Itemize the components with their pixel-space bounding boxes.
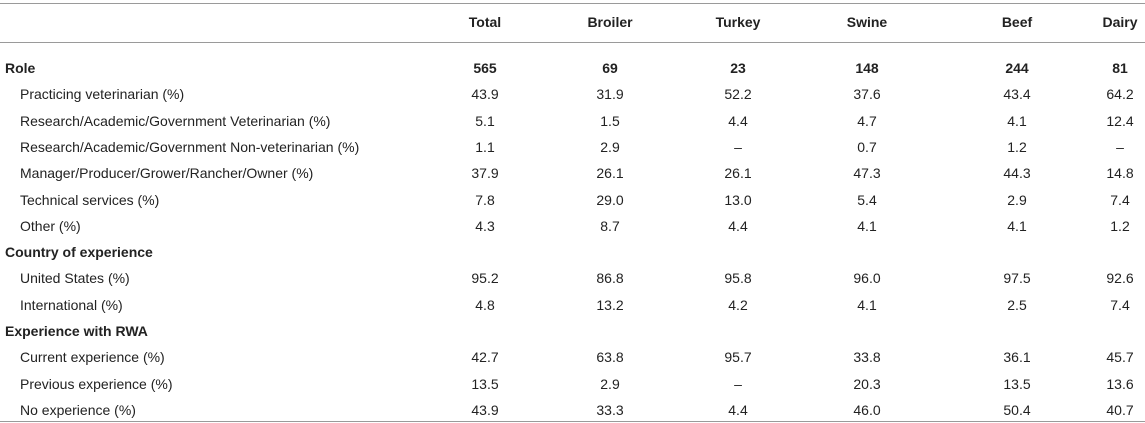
cell: 1.1 bbox=[475, 138, 495, 155]
cell: 4.1 bbox=[1007, 112, 1027, 129]
section-title: Country of experience bbox=[5, 244, 153, 261]
cell: 7.4 bbox=[1110, 191, 1130, 208]
top-rule bbox=[0, 3, 1145, 4]
cell: 4.7 bbox=[857, 112, 877, 129]
cell: 7.4 bbox=[1110, 296, 1130, 313]
cell: 1.2 bbox=[1110, 217, 1130, 234]
bottom-rule bbox=[0, 421, 1145, 422]
row-label: Practicing veterinarian (%) bbox=[20, 86, 185, 103]
row-label: United States (%) bbox=[20, 270, 130, 287]
cell: 45.7 bbox=[1106, 349, 1134, 366]
row-label: Research/Academic/Government Non-veterin… bbox=[20, 138, 360, 155]
cell: 95.8 bbox=[724, 270, 752, 287]
cell: 26.1 bbox=[596, 165, 624, 182]
section-total: 244 bbox=[1005, 60, 1029, 76]
cell: 4.1 bbox=[1007, 217, 1027, 234]
cell: 43.9 bbox=[471, 86, 499, 103]
cell: 13.2 bbox=[596, 296, 624, 313]
column-header: Dairy bbox=[1102, 14, 1138, 30]
row-label: Current experience (%) bbox=[20, 349, 165, 366]
cell: 46.0 bbox=[853, 401, 881, 418]
cell: 20.3 bbox=[853, 375, 881, 392]
cell: 2.5 bbox=[1007, 296, 1027, 313]
cell: 4.8 bbox=[475, 296, 495, 313]
row-label: Other (%) bbox=[20, 217, 81, 234]
cell: 92.6 bbox=[1106, 270, 1134, 287]
section-total: 148 bbox=[855, 60, 879, 76]
cell: 52.2 bbox=[724, 86, 752, 103]
cell: 33.3 bbox=[596, 401, 624, 418]
section-total: 565 bbox=[473, 60, 497, 76]
cell: 12.4 bbox=[1106, 112, 1134, 129]
row-label: Previous experience (%) bbox=[20, 375, 173, 392]
cell: 31.9 bbox=[596, 86, 624, 103]
cell: 42.7 bbox=[471, 349, 499, 366]
cell: 1.5 bbox=[600, 112, 620, 129]
cell: 4.4 bbox=[728, 112, 748, 129]
cell: 4.3 bbox=[475, 217, 495, 234]
cell: 2.9 bbox=[600, 375, 620, 392]
cell: 97.5 bbox=[1003, 270, 1031, 287]
cell: 86.8 bbox=[596, 270, 624, 287]
row-label: No experience (%) bbox=[20, 401, 136, 418]
cell: 13.5 bbox=[1003, 375, 1031, 392]
section-total: 69 bbox=[602, 60, 618, 76]
cell: 4.2 bbox=[728, 296, 748, 313]
column-header: Swine bbox=[846, 14, 888, 30]
cell: 33.8 bbox=[853, 349, 881, 366]
cell: 7.8 bbox=[475, 191, 495, 208]
column-header: Total bbox=[468, 14, 502, 30]
column-header: Broiler bbox=[587, 14, 633, 30]
cell: 29.0 bbox=[596, 191, 624, 208]
column-header: Turkey bbox=[715, 14, 761, 30]
section-title: Role bbox=[5, 60, 36, 76]
cell: 4.1 bbox=[857, 296, 877, 313]
cell: 40.7 bbox=[1106, 401, 1134, 418]
cell: 13.6 bbox=[1106, 375, 1134, 392]
cell: 0.7 bbox=[857, 138, 877, 155]
cell: 4.4 bbox=[728, 217, 748, 234]
cell: 2.9 bbox=[1007, 191, 1027, 208]
cell: 50.4 bbox=[1003, 401, 1031, 418]
cell: 63.8 bbox=[596, 349, 624, 366]
row-label: Manager/Producer/Grower/Rancher/Owner (%… bbox=[20, 165, 314, 182]
cell: 43.4 bbox=[1003, 86, 1031, 103]
cell: 64.2 bbox=[1106, 86, 1134, 103]
column-header: Beef bbox=[1001, 14, 1033, 30]
cell: 47.3 bbox=[853, 165, 881, 182]
cell: 13.5 bbox=[471, 375, 499, 392]
section-title: Experience with RWA bbox=[5, 323, 148, 339]
row-label: International (%) bbox=[20, 296, 123, 313]
section-total: 23 bbox=[730, 60, 746, 76]
cell: 36.1 bbox=[1003, 349, 1031, 366]
cell: – bbox=[734, 375, 742, 392]
cell: 26.1 bbox=[724, 165, 752, 182]
cell: 4.4 bbox=[728, 401, 748, 418]
cell: 96.0 bbox=[853, 270, 881, 287]
cell: 4.1 bbox=[857, 217, 877, 234]
cell: 5.1 bbox=[475, 112, 495, 129]
cell: 14.8 bbox=[1106, 165, 1134, 182]
cell: – bbox=[734, 138, 742, 155]
cell: 44.3 bbox=[1003, 165, 1031, 182]
cell: 95.7 bbox=[724, 349, 752, 366]
row-label: Technical services (%) bbox=[20, 191, 160, 208]
cell: 5.4 bbox=[857, 191, 877, 208]
cell: 2.9 bbox=[600, 138, 620, 155]
cell: 8.7 bbox=[600, 217, 620, 234]
cell: 13.0 bbox=[724, 191, 752, 208]
cell: 43.9 bbox=[471, 401, 499, 418]
row-label: Research/Academic/Government Veterinaria… bbox=[20, 112, 331, 129]
header-rule bbox=[0, 42, 1145, 43]
cell: – bbox=[1116, 138, 1124, 155]
cell: 1.2 bbox=[1007, 138, 1027, 155]
cell: 95.2 bbox=[471, 270, 499, 287]
cell: 37.6 bbox=[853, 86, 881, 103]
section-total: 81 bbox=[1112, 60, 1128, 76]
cell: 37.9 bbox=[471, 165, 499, 182]
